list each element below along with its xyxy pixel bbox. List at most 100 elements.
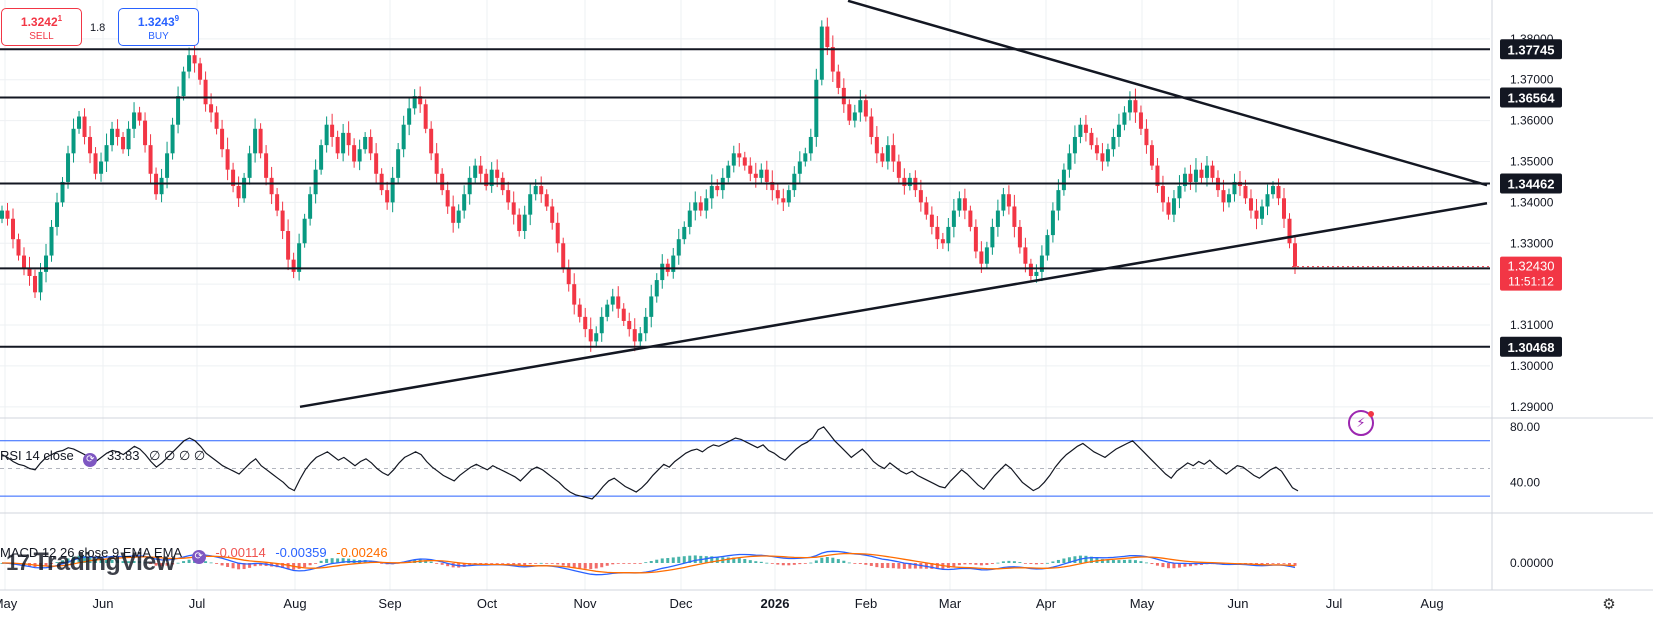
- macd-histogram-bar: [237, 563, 241, 570]
- macd-settings-icon[interactable]: ⟳: [191, 550, 206, 564]
- signal-line: [2, 552, 1296, 574]
- macd-histogram-bar: [1260, 563, 1264, 565]
- macd-histogram-bar: [803, 563, 807, 564]
- macd-histogram-bar: [935, 563, 939, 570]
- macd-histogram-bar: [589, 563, 593, 569]
- gear-icon[interactable]: ⚙: [1602, 596, 1616, 613]
- macd-histogram-bar: [985, 563, 989, 565]
- macd-histogram-bar: [44, 563, 48, 566]
- candle-body: [869, 116, 874, 137]
- time-tick-label: Aug: [1420, 596, 1443, 611]
- candle-body: [440, 173, 445, 191]
- macd-legend[interactable]: MACD 12 26 close 9 EMA EMA ⟳ -0.00114 -0…: [0, 545, 394, 564]
- candle-body: [170, 124, 175, 154]
- candle-body: [1160, 186, 1165, 203]
- macd-histogram-bar: [204, 561, 208, 563]
- macd-histogram-bar: [957, 563, 961, 566]
- time-axis[interactable]: May Jun Jul Aug Sep Oct Nov Dec 2026 Feb Mar Apr May…: [0, 589, 1653, 611]
- candle-body: [544, 194, 549, 207]
- candle-body: [1067, 153, 1072, 170]
- time-tick-label: Jul: [189, 596, 206, 611]
- candle-body: [687, 210, 692, 227]
- price-axis[interactable]: 1.380001.370001.360001.350001.340001.330…: [1292, 0, 1562, 590]
- rsi-settings-icon[interactable]: ⟳: [83, 453, 98, 467]
- candle-body: [115, 128, 120, 137]
- macd-histogram-bar: [732, 557, 736, 563]
- macd-histogram-bar: [132, 560, 136, 563]
- level-price-tag: [1500, 39, 1562, 60]
- buy-button[interactable]: 1.32439 BUY: [118, 8, 199, 46]
- candle-body: [374, 153, 379, 174]
- candle-body: [627, 320, 632, 330]
- candle-body: [1061, 169, 1066, 191]
- macd-histogram-bar: [858, 563, 862, 564]
- candle-body: [957, 198, 962, 211]
- trendlines[interactable]: [299, 0, 1488, 409]
- macd-histogram-bar: [847, 562, 851, 564]
- macd-histogram-bar: [1100, 559, 1104, 563]
- macd-histogram-bar: [677, 556, 681, 563]
- candle-body: [863, 100, 868, 117]
- candle-body: [148, 145, 153, 174]
- macd-histogram-bar: [1287, 563, 1291, 565]
- macd-histogram-bar: [781, 563, 785, 566]
- current-price-tag: [1500, 256, 1562, 291]
- macd-histogram-bar: [215, 563, 219, 564]
- candle-body: [1221, 190, 1226, 203]
- candle-body: [286, 231, 291, 260]
- rsi-legend-value: 33.83: [106, 448, 140, 463]
- candle-body: [478, 165, 483, 174]
- macd-histogram-bar: [1084, 555, 1088, 563]
- flash-icon[interactable]: ⚡: [1348, 410, 1374, 436]
- candle-body: [1105, 149, 1110, 162]
- candle-body: [555, 222, 560, 244]
- candle-body: [379, 173, 384, 191]
- horizontal-levels[interactable]: [0, 48, 1490, 348]
- macd-histogram-bar: [534, 563, 538, 564]
- candle-body: [836, 71, 841, 88]
- macd-histogram-bar: [248, 563, 252, 568]
- rsi-legend[interactable]: RSI 14 close ⟳ 33.83 ∅ ∅ ∅ ∅: [0, 448, 211, 467]
- buy-label: BUY: [148, 31, 169, 42]
- macd-histogram-bar: [1073, 556, 1077, 563]
- candle-body: [132, 112, 137, 129]
- candle-body: [533, 186, 538, 195]
- macd-histogram-bar: [440, 563, 444, 565]
- candle-body: [1045, 235, 1050, 256]
- candle-body: [1083, 124, 1088, 133]
- macd-histogram-bar: [286, 563, 290, 570]
- candle-body: [874, 136, 879, 154]
- macd-histogram-bar: [1133, 560, 1137, 563]
- macd-histogram-bar: [512, 563, 516, 565]
- sell-button[interactable]: 1.32421 SELL: [1, 8, 82, 46]
- candle-body: [610, 296, 615, 305]
- candle-body: [1138, 112, 1143, 129]
- macd-histogram-bar: [209, 562, 213, 564]
- candle-body: [1243, 186, 1248, 199]
- candle-body: [489, 169, 494, 187]
- candle-body: [715, 186, 720, 191]
- macd-histogram-bar: [231, 563, 235, 569]
- macd-histogram-bar: [688, 555, 692, 563]
- macd-histogram-bar: [913, 563, 917, 569]
- candle-body: [1248, 198, 1253, 211]
- macd-histogram-bar: [314, 563, 318, 564]
- macd-histogram-bar: [1034, 563, 1038, 565]
- macd-histogram-bar: [638, 563, 642, 564]
- candle-body: [104, 145, 109, 162]
- candle-body: [797, 161, 802, 174]
- candle-body: [390, 177, 395, 203]
- macd-histogram-bar: [429, 561, 433, 563]
- macd-histogram-bar: [594, 563, 598, 569]
- macd-histogram-bar: [259, 563, 263, 566]
- time-tick-label: Oct: [477, 596, 498, 611]
- macd-histogram-bar: [435, 563, 439, 564]
- macd-histogram-bar: [220, 563, 224, 566]
- macd-histogram-bar: [39, 563, 43, 567]
- time-tick-label: Aug: [283, 596, 306, 611]
- macd-histogram-bar: [875, 563, 879, 568]
- macd-histogram-bar: [578, 563, 582, 569]
- macd-histogram-bar: [1293, 563, 1297, 566]
- candle-body: [49, 226, 54, 256]
